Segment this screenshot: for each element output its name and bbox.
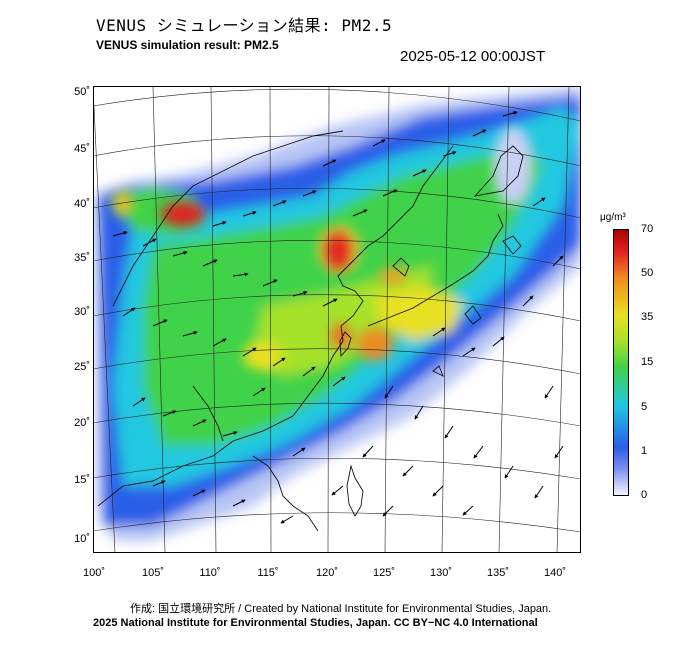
coastlines	[97, 130, 524, 532]
title-japanese: VENUS シミュレーション結果: PM2.5	[96, 16, 393, 35]
x-tick-label: 140˚	[543, 567, 567, 579]
x-tick-label: 100˚	[82, 567, 106, 579]
colorbar-label: 1	[641, 445, 648, 457]
credit-license: 2025 National Institute for Environmenta…	[93, 617, 538, 629]
colorbar-label: 70	[641, 223, 654, 235]
credit-creator: 作成: 国立環境研究所 / Created by National Instit…	[130, 603, 552, 615]
x-tick-label: 115˚	[257, 567, 279, 579]
y-tick-label: 40˚	[74, 198, 90, 210]
y-tick-label: 30˚	[74, 306, 90, 318]
y-tick-label: 15˚	[74, 474, 90, 486]
graticule	[93, 86, 581, 553]
x-tick-label: 135˚	[486, 567, 510, 579]
x-tick-label: 110˚	[199, 567, 221, 579]
y-tick-label: 50˚	[74, 86, 90, 98]
colorbar-label: 0	[641, 489, 648, 501]
colorbar-label: 5	[641, 401, 648, 413]
colorbar-label: 35	[641, 311, 654, 323]
colorbar-label: 50	[641, 267, 654, 279]
colorbar-label: 15	[641, 356, 654, 368]
x-tick-label: 120˚	[315, 567, 339, 579]
y-tick-label: 10˚	[74, 533, 90, 545]
colorbar	[613, 229, 629, 496]
x-tick-label: 105˚	[141, 567, 165, 579]
title-english: VENUS simulation result: PM2.5	[96, 38, 279, 52]
wind-vectors	[112, 110, 564, 524]
pm25-map	[93, 86, 581, 553]
y-tick-label: 25˚	[74, 361, 90, 373]
timestamp: 2025-05-12 00:00JST	[400, 48, 546, 65]
x-tick-label: 130˚	[429, 567, 453, 579]
y-tick-label: 35˚	[74, 252, 90, 264]
y-tick-label: 45˚	[74, 143, 90, 155]
y-tick-label: 20˚	[74, 417, 90, 429]
x-tick-label: 125˚	[372, 567, 396, 579]
colorbar-unit: μg/m³	[600, 212, 626, 223]
